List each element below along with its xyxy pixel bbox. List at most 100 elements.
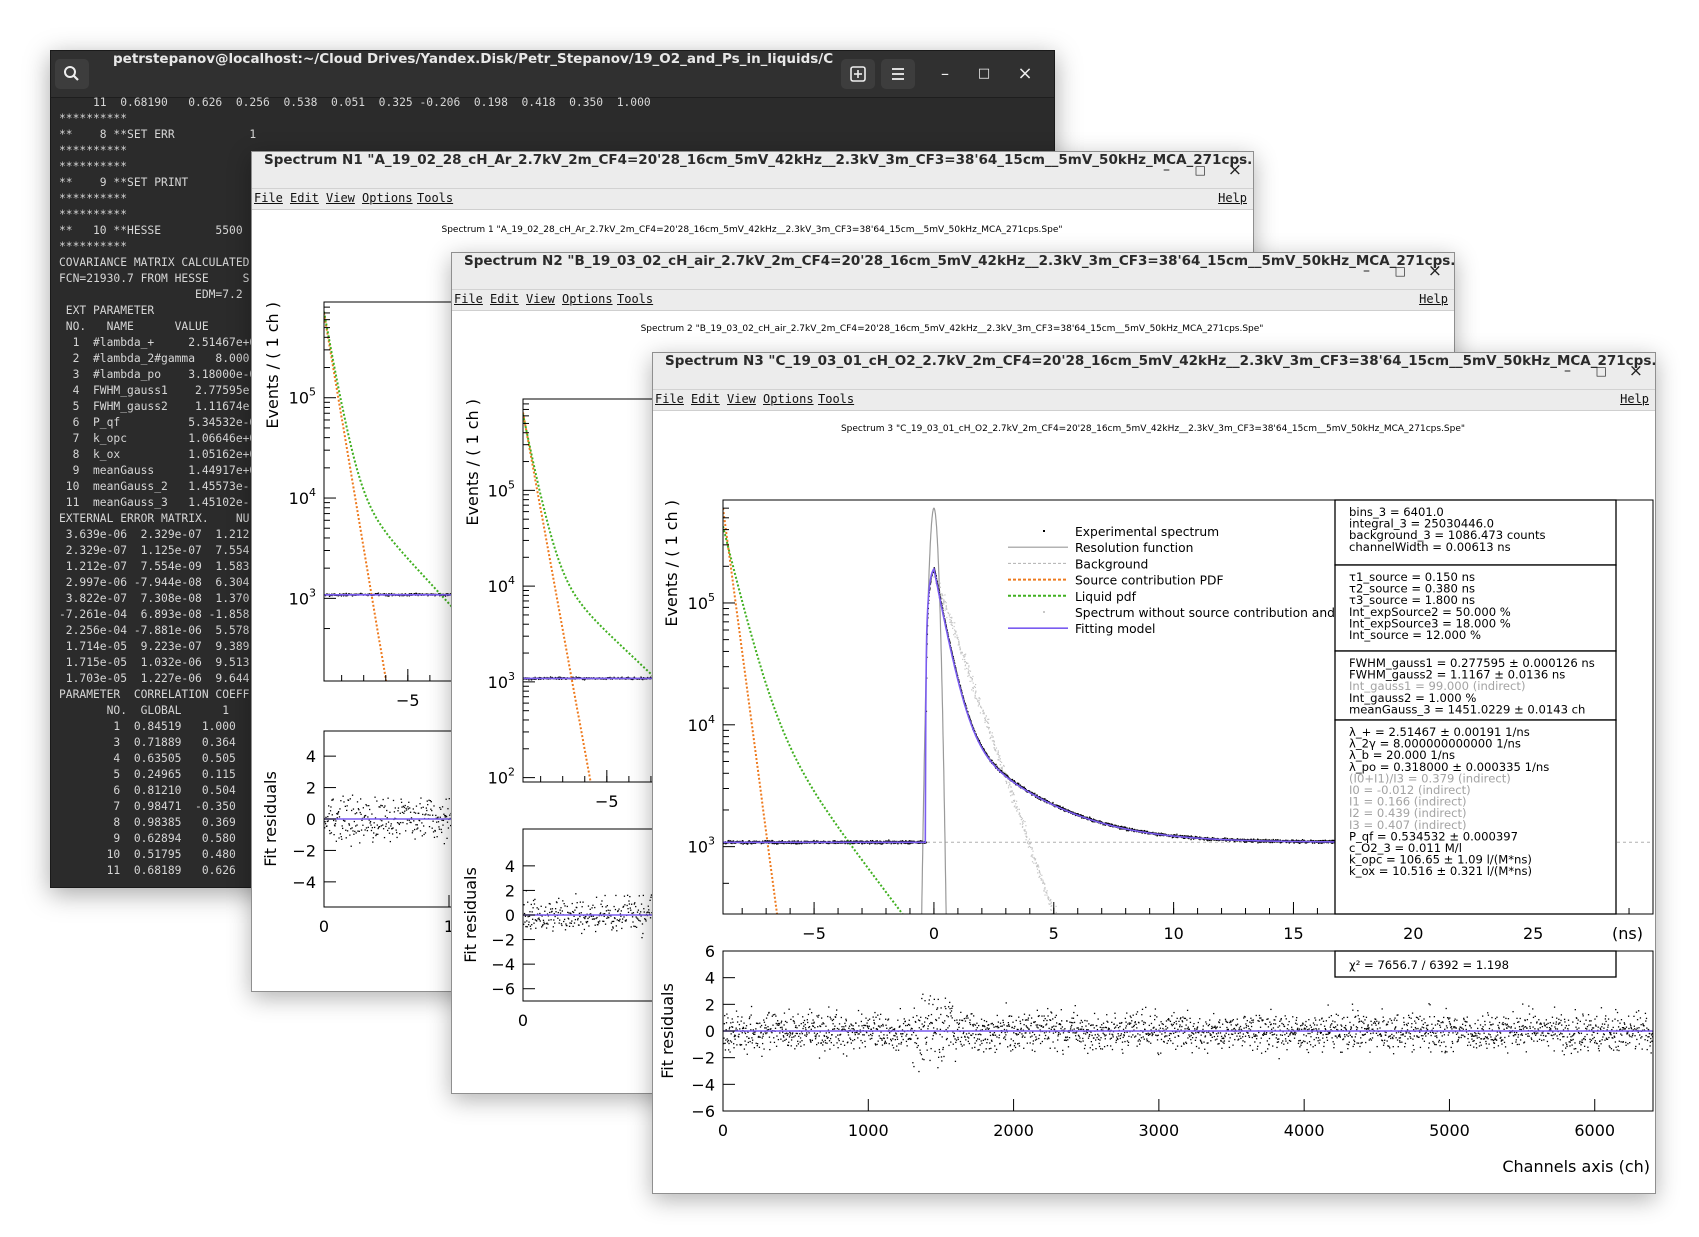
- data-point: [633, 676, 636, 678]
- menu-edit[interactable]: Edit: [490, 292, 519, 306]
- terminal-titlebar[interactable]: petrstepanov@localhost:~/Cloud Drives/Ya…: [51, 51, 1054, 98]
- residual-point: [367, 826, 369, 829]
- menu-view[interactable]: View: [326, 191, 355, 205]
- residual-point: [395, 829, 397, 831]
- spectrum-no-source-point: [1003, 765, 1005, 767]
- data-point: [535, 678, 537, 680]
- residual-point: [376, 800, 378, 802]
- residual-point: [407, 808, 409, 810]
- residual-point: [531, 924, 533, 926]
- y-tick-label: 4: [505, 857, 515, 876]
- menu-tools[interactable]: Tools: [818, 392, 855, 406]
- residual-point: [545, 927, 548, 929]
- close-button[interactable]: ×: [1227, 160, 1242, 180]
- residual-point: [546, 913, 549, 915]
- residual-point: [563, 920, 565, 923]
- menu-help[interactable]: Help: [1419, 292, 1448, 306]
- residual-point: [338, 816, 341, 818]
- residual-point: [433, 836, 436, 839]
- spectrum-no-source-point: [1014, 805, 1016, 807]
- minimize-button[interactable]: –: [1363, 263, 1370, 279]
- menu-options[interactable]: Options: [763, 392, 814, 406]
- minimize-button[interactable]: –: [1163, 162, 1170, 178]
- menu-options[interactable]: Options: [362, 191, 413, 205]
- residual-point: [616, 930, 618, 932]
- residual-point: [401, 811, 404, 814]
- residual-point: [324, 827, 326, 829]
- residual-point: [626, 904, 628, 907]
- residual-point: [639, 920, 641, 922]
- menu-view[interactable]: View: [727, 392, 756, 406]
- menu-help[interactable]: Help: [1218, 191, 1247, 205]
- new-tab-icon[interactable]: [841, 59, 875, 89]
- data-point: [426, 593, 428, 595]
- residual-point: [633, 925, 635, 927]
- residual-point: [438, 826, 440, 828]
- y-tick-label: 0: [505, 906, 515, 925]
- maximize-button[interactable]: □: [1194, 163, 1206, 177]
- residual-point: [587, 905, 590, 907]
- close-button[interactable]: ×: [1628, 361, 1643, 381]
- spectrum-no-source-point: [991, 732, 993, 734]
- maximize-button[interactable]: □: [1595, 364, 1607, 378]
- spectrum-no-source-point: [1018, 812, 1021, 814]
- residual-point: [439, 806, 441, 809]
- maximize-button[interactable]: □: [977, 66, 991, 81]
- window-titlebar[interactable]: Spectrum N2 "B_19_03_02_cH_air_2.7kV_2m_…: [452, 253, 1454, 290]
- y-tick-label: −2: [491, 931, 515, 950]
- hamburger-icon[interactable]: [881, 59, 915, 89]
- menu-edit[interactable]: Edit: [691, 392, 720, 406]
- residual-point: [603, 920, 605, 923]
- menu-view[interactable]: View: [526, 292, 555, 306]
- residual-point: [604, 923, 607, 925]
- residual-point: [380, 825, 382, 827]
- residual-point: [532, 918, 534, 920]
- close-button[interactable]: ×: [1427, 261, 1442, 281]
- residual-point: [379, 806, 381, 808]
- spectrum-no-source-point: [958, 643, 960, 645]
- spectrum-no-source-point: [997, 759, 999, 761]
- window-titlebar[interactable]: Spectrum N3 "C_19_03_01_cH_O2_2.7kV_2m_C…: [653, 353, 1655, 390]
- terminal-line: 2.997e-06 -7.944e-08 6.304: [59, 576, 250, 589]
- residual-point: [403, 806, 405, 809]
- menu-file[interactable]: File: [254, 191, 283, 205]
- residual-point: [638, 895, 640, 897]
- menu-tools[interactable]: Tools: [417, 191, 454, 205]
- spectrum-no-source-point: [978, 697, 980, 699]
- residual-point: [355, 825, 357, 827]
- close-button[interactable]: ×: [1017, 63, 1033, 84]
- spectrum-no-source-point: [944, 594, 946, 596]
- residual-point: [350, 828, 352, 830]
- residual-point: [388, 832, 391, 834]
- maximize-button[interactable]: □: [1394, 264, 1406, 278]
- residual-point: [378, 826, 380, 828]
- data-point: [342, 595, 345, 597]
- residual-point: [564, 929, 567, 931]
- minimize-button[interactable]: –: [1564, 363, 1571, 379]
- spectrum-no-source-point: [937, 587, 940, 589]
- residual-point: [409, 807, 411, 809]
- residual-point: [600, 903, 602, 905]
- menu-options[interactable]: Options: [562, 292, 613, 306]
- plot-canvas[interactable]: Spectrum 3 "C_19_03_01_cH_O2_2.7kV_2m_CF…: [653, 411, 1655, 1193]
- residual-point: [436, 817, 439, 819]
- menu-file[interactable]: File: [454, 292, 483, 306]
- residual-point: [328, 829, 331, 832]
- terminal-line: 11 meanGauss_3 1.45102e-: [59, 496, 250, 509]
- residual-point: [332, 799, 334, 801]
- menu-file[interactable]: File: [655, 392, 684, 406]
- spectrum-no-source-point: [1016, 810, 1018, 812]
- menu-tools[interactable]: Tools: [617, 292, 654, 306]
- residual-point: [637, 909, 640, 911]
- search-icon[interactable]: [55, 59, 89, 89]
- residual-point: [599, 913, 601, 915]
- menu-help[interactable]: Help: [1620, 392, 1649, 406]
- residual-point: [585, 921, 587, 923]
- spectrum-no-source-point: [939, 586, 942, 589]
- residual-point: [338, 837, 340, 839]
- residual-point: [527, 923, 530, 926]
- window-titlebar[interactable]: Spectrum N1 "A_19_02_28_cH_Ar_2.7kV_2m_C…: [252, 152, 1253, 189]
- menu-edit[interactable]: Edit: [290, 191, 319, 205]
- minimize-button[interactable]: –: [941, 64, 949, 83]
- spectrum-window-3[interactable]: Spectrum N3 "C_19_03_01_cH_O2_2.7kV_2m_C…: [652, 352, 1656, 1194]
